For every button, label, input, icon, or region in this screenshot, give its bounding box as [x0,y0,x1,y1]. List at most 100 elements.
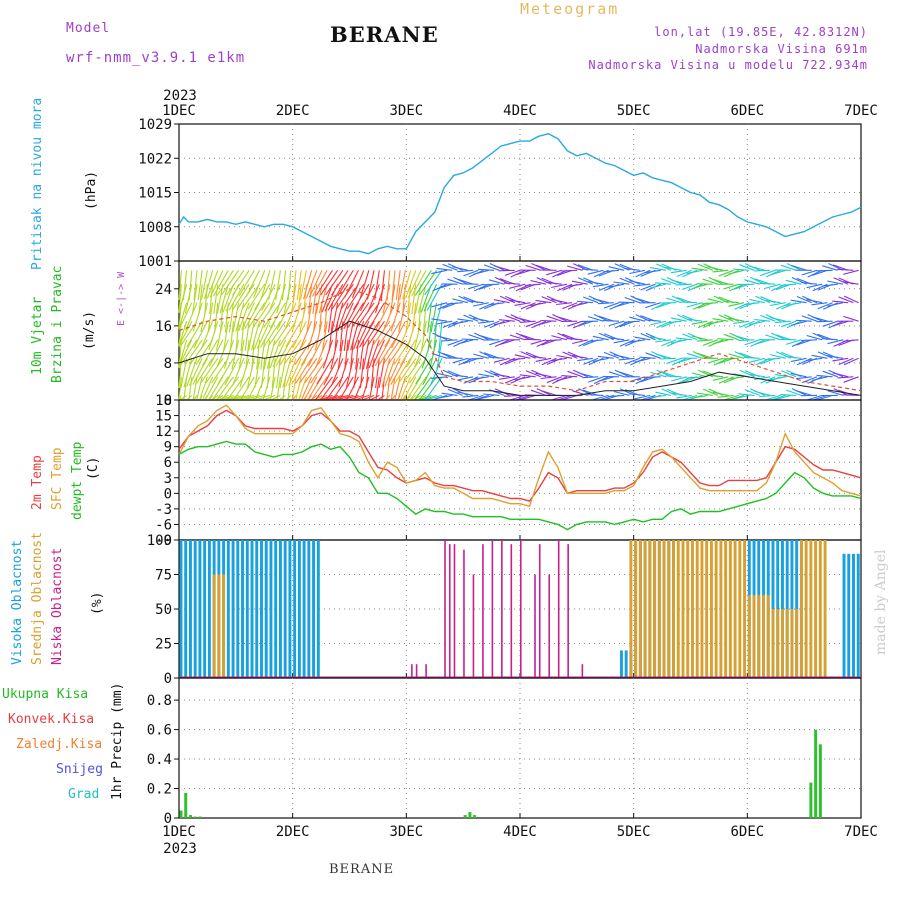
cloud-bar-visoka-oblacnost [255,540,259,678]
wind-barb [577,320,594,327]
cloud-bar-srednja-oblacnost [691,540,694,678]
y-tick-label-clouds: 50 [155,602,172,618]
wind-barb [377,320,396,347]
y-tick-label-pressure: 1001 [138,254,172,270]
cloud-bar-srednja-oblacnost [776,609,780,678]
wind-barb [530,279,547,285]
wind-barb [509,334,526,341]
wind-barb [718,269,734,277]
wind-barb [200,302,208,333]
wind-barb [592,335,609,341]
x-tick-label-bottom: 4DEC [503,824,537,840]
wind-barb [283,339,302,365]
wind-barb [722,300,739,304]
wind-barb [774,320,791,324]
wind-barb [287,376,292,401]
cloud-bar-niska-oblacnost [448,544,451,678]
wind-barb [387,358,401,386]
wind-barb [322,339,334,369]
wind-barb [608,320,625,327]
wind-barb [702,278,719,285]
wind-barb [420,321,427,351]
wind-barb [283,284,292,314]
wind-barb [316,358,333,385]
wind-barb [221,269,240,296]
wind-barb [806,334,823,341]
wind-barb [414,284,422,314]
wind-barb [241,283,260,310]
wind-barb [192,358,208,385]
wind-barb [239,358,250,388]
wind-barb [252,270,266,299]
wind-barb [728,376,745,380]
wind-barb [692,283,708,290]
wind-barb [433,321,438,352]
wind-barb [232,269,250,296]
wind-barb [359,339,365,370]
wind-barb [222,284,235,313]
wind-barb [272,339,287,368]
cloud-bar-visoka-oblacnost [288,540,292,678]
wind-barb [707,298,724,304]
wind-barb [791,339,807,347]
wind-barb [618,301,635,304]
wind-barb [452,357,469,364]
wind-barb [691,267,708,271]
wind-barb [422,394,437,401]
wind-barb [509,357,526,361]
wind-barb [675,283,692,286]
wind-barb [775,334,792,341]
wind-barb [754,269,771,272]
wind-barb [598,283,615,291]
cloud-bar-srednja-oblacnost [672,540,675,678]
wind-barb [795,376,812,380]
wind-barb [686,352,703,359]
y-tick-label-temperature: 12 [155,424,172,440]
wind-barb [743,356,760,359]
wind-barb [472,317,489,322]
wind-barb [332,376,349,401]
y-tick-label-pressure: 1008 [138,220,172,236]
cloud-bar-visoka-oblacnost [260,540,263,678]
wind-barb [843,269,859,275]
cloud-bar-visoka-oblacnost [312,540,316,678]
wind-barb [278,320,297,347]
wind-barb [494,265,510,271]
wind-barb [229,321,235,352]
y-tick-label-pressure: 1022 [138,151,172,167]
cloud-bar-srednja-oblacnost [714,540,718,678]
wind-barb [406,376,422,401]
wind-barb [260,320,276,348]
wind-barb [509,283,526,289]
wind-barb [403,376,417,401]
wind-barb [216,376,234,401]
y-tick-label-wind: 0 [164,393,172,409]
wind-barb [431,302,448,308]
wind-barb [503,282,521,285]
wind-barb [457,278,474,285]
wind-barb [452,320,468,325]
wind-barb [295,376,302,401]
wind-barb [572,390,588,396]
wind-barb [473,353,489,359]
wind-barb [566,283,583,287]
wind-barb [608,394,625,398]
wind-barb [479,302,495,310]
wind-barb [602,320,620,322]
wind-barb [651,302,667,310]
wind-barb [368,339,380,369]
series-line-gust [178,288,862,392]
wind-barb [399,270,406,300]
precip-conv-label: Konvek.Kisa [8,712,95,727]
cloud-bar-srednja-oblacnost [818,540,822,678]
wind-barb [739,264,755,271]
y-tick-label-temperature: 9 [164,440,172,456]
wind-barb [515,332,531,341]
cloud-bar-visoka-oblacnost [856,553,860,678]
wind-barb [411,302,417,333]
wind-barb [178,284,182,313]
wind-barb [707,320,724,325]
wind-barb [417,302,422,333]
wind-barb [350,339,354,370]
wind-barb [251,321,261,351]
